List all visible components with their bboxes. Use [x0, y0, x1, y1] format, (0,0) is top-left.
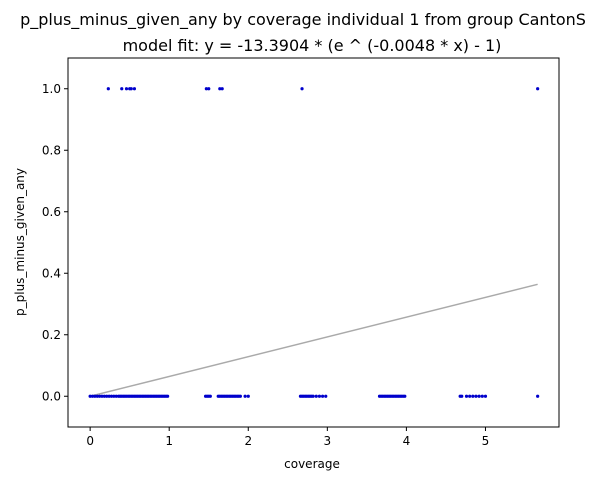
data-point — [107, 394, 111, 398]
data-point — [93, 394, 97, 398]
data-point — [132, 87, 137, 91]
data-point — [468, 394, 472, 398]
data-point — [90, 394, 95, 398]
data-point — [403, 394, 407, 398]
y-tick-label: 0.2 — [42, 328, 61, 342]
y-tick-label: 0.6 — [42, 205, 61, 219]
data-point — [320, 394, 325, 398]
data-point — [114, 394, 118, 398]
x-tick-label: 3 — [324, 434, 332, 448]
data-point — [95, 394, 99, 398]
data-point — [311, 394, 315, 398]
data-point — [129, 87, 133, 91]
data-point — [324, 394, 328, 398]
data-point — [120, 87, 124, 91]
data-point — [220, 87, 224, 91]
x-tick-label: 0 — [86, 434, 94, 448]
data-point — [471, 394, 475, 398]
data-point — [112, 394, 116, 398]
x-tick-label: 1 — [165, 434, 173, 448]
data-point — [300, 87, 304, 91]
data-point — [88, 394, 92, 398]
data-point — [238, 394, 242, 398]
data-point — [474, 394, 478, 398]
data-point — [218, 87, 222, 91]
y-tick-label: 0.4 — [42, 266, 61, 280]
chart-subtitle: model fit: y = -13.3904 * (e ^ (-0.0048 … — [123, 36, 502, 55]
points-layer — [88, 87, 540, 398]
data-point — [106, 87, 110, 91]
data-point — [483, 394, 488, 398]
x-axis: 0 1 2 3 4 5 — [86, 427, 489, 448]
chart-title: p_plus_minus_given_any by coverage indiv… — [20, 10, 586, 30]
data-point — [102, 394, 106, 398]
data-point — [536, 394, 540, 398]
data-point — [477, 394, 481, 398]
fit-line-layer — [89, 283, 538, 397]
data-point — [98, 394, 102, 398]
data-point — [480, 394, 484, 398]
x-tick-label: 5 — [482, 434, 490, 448]
data-point — [100, 394, 104, 398]
y-tick-label: 1.0 — [42, 82, 61, 96]
data-point — [204, 87, 208, 91]
plot-area — [88, 87, 540, 398]
data-point — [314, 394, 318, 398]
data-point — [464, 394, 469, 398]
y-axis: 0.0 0.2 0.4 0.6 0.8 1.0 — [42, 82, 68, 403]
fit-line — [89, 283, 538, 397]
y-axis-label: p_plus_minus_given_any — [13, 168, 27, 316]
data-point — [109, 394, 114, 398]
axes-frame — [67, 57, 560, 428]
data-point — [207, 87, 211, 91]
x-tick-label: 4 — [403, 434, 411, 448]
data-point — [166, 394, 170, 398]
y-tick-label: 0.0 — [42, 389, 61, 403]
data-point — [243, 394, 247, 398]
data-point — [460, 394, 464, 398]
data-point — [124, 87, 129, 91]
y-tick-label: 0.8 — [42, 143, 61, 157]
x-axis-label: coverage — [284, 457, 340, 471]
data-point — [105, 394, 109, 398]
data-point — [246, 394, 250, 398]
data-point — [317, 394, 322, 398]
data-point — [536, 87, 540, 91]
x-tick-label: 2 — [244, 434, 252, 448]
data-point — [208, 394, 212, 398]
